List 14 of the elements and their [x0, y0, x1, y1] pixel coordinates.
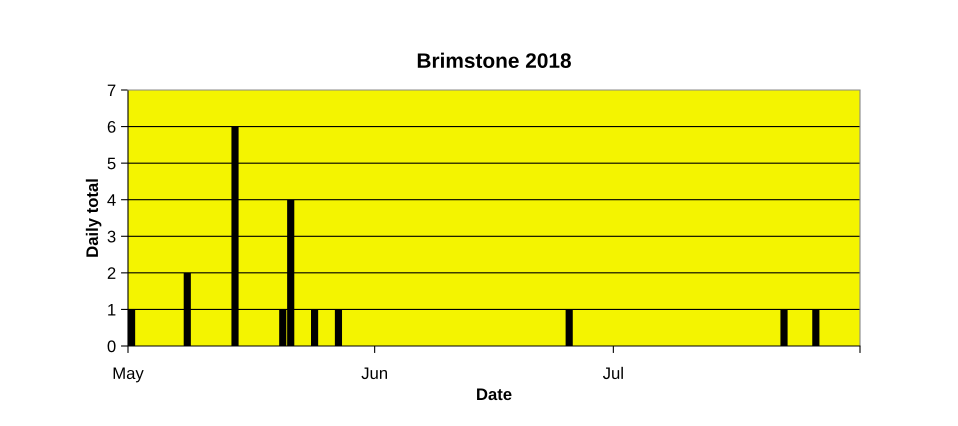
- y-axis-title: Daily total: [86, 179, 102, 257]
- y-tick-label: 4: [107, 194, 116, 206]
- y-tick-label: 7: [108, 84, 116, 96]
- x-tick-label: Jul: [602, 366, 623, 380]
- y-tick-label: 0: [108, 340, 116, 352]
- y-tick-label: 1: [108, 304, 116, 316]
- y-tick-label: 5: [108, 158, 116, 170]
- y-tick-label: 3: [108, 230, 116, 242]
- x-axis-title: Date: [477, 388, 512, 400]
- y-tick-label: 6: [108, 120, 116, 133]
- y-tick-label: 2: [108, 267, 116, 279]
- x-tick-label: Jun: [361, 367, 388, 380]
- chart-title: Brimstone 2018: [418, 52, 571, 68]
- x-tick-label: May: [114, 367, 144, 382]
